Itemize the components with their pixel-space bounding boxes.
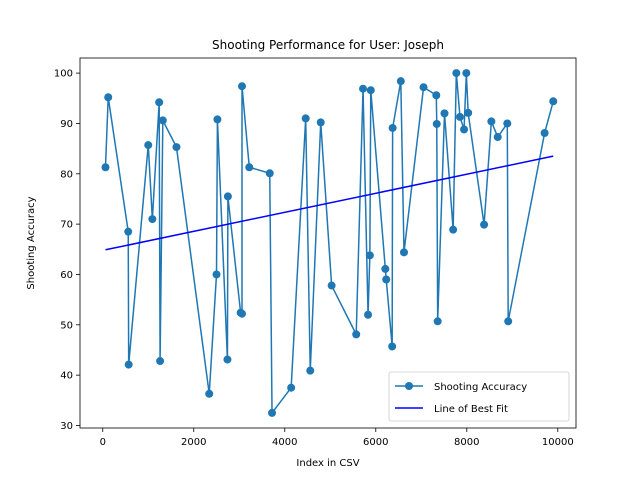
accuracy-point: [549, 97, 558, 106]
accuracy-point: [316, 118, 325, 127]
accuracy-point: [237, 309, 246, 318]
best-fit-line: [105, 155, 554, 251]
y-tick-label: 50: [60, 320, 73, 331]
plot-frame: [79, 57, 577, 429]
x-axis-label: Index in CSV: [296, 458, 359, 469]
accuracy-point: [265, 169, 274, 178]
accuracy-point: [327, 281, 336, 290]
legend-label-accuracy: Shooting Accuracy: [434, 382, 527, 393]
accuracy-point: [359, 84, 368, 93]
accuracy-point: [433, 317, 442, 326]
legend: Shooting Accuracy Line of Best Fit: [388, 371, 570, 422]
legend-box: [388, 371, 570, 422]
y-axis: 30 40 50 60 70 80 90 100: [54, 69, 80, 432]
accuracy-point: [381, 264, 390, 273]
x-tick-label: 0: [100, 437, 106, 448]
y-tick-label: 30: [60, 421, 73, 432]
y-tick-label: 80: [60, 169, 73, 180]
legend-marker-accuracy: [405, 382, 413, 390]
accuracy-point: [388, 342, 397, 351]
accuracy-point: [462, 69, 471, 78]
accuracy-point: [480, 220, 489, 229]
accuracy-point: [399, 248, 408, 257]
accuracy-point: [158, 116, 167, 125]
accuracy-point: [268, 408, 277, 417]
accuracy-point: [388, 123, 397, 132]
accuracy-point: [365, 251, 374, 260]
accuracy-point: [432, 91, 441, 100]
accuracy-point: [155, 98, 164, 107]
accuracy-point: [452, 69, 461, 78]
legend-label-best-fit: Line of Best Fit: [434, 404, 508, 415]
x-tick-label: 4000: [272, 437, 297, 448]
y-tick-label: 90: [60, 119, 73, 130]
accuracy-point: [504, 317, 513, 326]
accuracy-point: [460, 125, 469, 134]
accuracy-point: [104, 93, 113, 102]
accuracy-point: [432, 119, 441, 128]
accuracy-point: [124, 227, 133, 236]
y-axis-label: Shooting Accuracy: [26, 196, 37, 289]
accuracy-point: [396, 77, 405, 86]
x-tick-label: 6000: [363, 437, 388, 448]
y-tick-label: 60: [60, 270, 73, 281]
accuracy-point: [148, 215, 157, 224]
accuracy-point: [419, 83, 428, 92]
accuracy-point: [172, 143, 181, 152]
accuracy-point: [540, 129, 549, 138]
accuracy-point: [245, 163, 254, 172]
accuracy-point: [449, 225, 458, 234]
accuracy-point: [366, 86, 375, 95]
x-tick-label: 8000: [454, 437, 479, 448]
accuracy-point: [213, 115, 222, 124]
accuracy-point: [364, 310, 373, 319]
accuracy-point: [306, 366, 315, 375]
accuracy-point: [382, 275, 391, 284]
chart-title: Shooting Performance for User: Joseph: [212, 38, 444, 52]
accuracy-point: [455, 112, 464, 121]
accuracy-point: [205, 389, 214, 398]
accuracy-point: [223, 192, 232, 201]
accuracy-point: [237, 82, 246, 91]
accuracy-point: [223, 355, 232, 364]
accuracy-point: [440, 109, 449, 118]
accuracy-point: [124, 360, 133, 369]
y-tick-label: 70: [60, 220, 73, 231]
accuracy-point: [503, 119, 512, 128]
x-axis: 0 2000 4000 6000 8000 10000: [100, 428, 574, 448]
accuracy-point: [352, 330, 361, 339]
y-tick-label: 40: [60, 371, 73, 382]
accuracy-point: [464, 108, 473, 117]
x-tick-label: 2000: [181, 437, 206, 448]
accuracy-point: [156, 357, 165, 366]
x-tick-label: 10000: [542, 437, 574, 448]
accuracy-point: [287, 383, 296, 392]
plot-area: [101, 69, 558, 417]
accuracy-point: [212, 270, 221, 279]
accuracy-point: [144, 141, 153, 150]
accuracy-point: [493, 133, 502, 142]
y-tick-label: 100: [54, 69, 73, 80]
accuracy-point: [487, 117, 496, 126]
accuracy-point: [101, 163, 110, 172]
accuracy-point: [301, 114, 310, 123]
